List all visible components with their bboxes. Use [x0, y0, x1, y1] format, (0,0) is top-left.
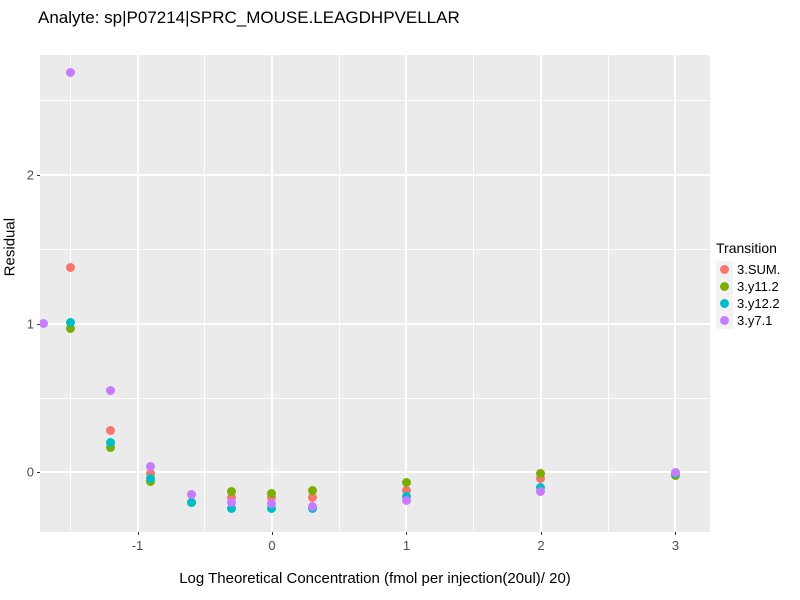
point-3.y12.2 — [65, 317, 75, 327]
gridline-x-major — [270, 55, 273, 532]
point-3.y7.1 — [106, 386, 116, 396]
gridline-y-minor — [40, 397, 710, 399]
y-tick-mark — [37, 174, 40, 176]
y-tick-mark — [37, 472, 40, 474]
point-3.y7.1 — [65, 67, 75, 77]
point-3.y7.1 — [536, 487, 546, 497]
point-3.y11.2 — [307, 485, 317, 495]
gridline-x-minor — [473, 55, 475, 532]
gridline-y-major — [40, 471, 710, 474]
point-3.y7.1 — [267, 499, 277, 509]
point-3.y12.2 — [146, 473, 156, 483]
point-3.y7.1 — [227, 497, 237, 507]
point-3.y12.2 — [186, 497, 196, 507]
gridline-x-major — [136, 55, 139, 532]
legend-title: Transition — [716, 240, 777, 256]
x-tick-mark — [540, 532, 542, 535]
legend-item-label: 3.y7.1 — [737, 313, 773, 328]
point-3.y11.2 — [536, 469, 546, 479]
x-tick-label: -1 — [131, 538, 144, 553]
legend-item-label: 3.y11.2 — [737, 279, 779, 294]
point-3.y7.1 — [401, 496, 411, 506]
legend-item-label: 3.SUM. — [737, 262, 781, 277]
x-tick-mark — [137, 532, 139, 535]
point-3.y11.2 — [267, 488, 277, 498]
y-tick-label: 2 — [26, 167, 34, 183]
point-3.y11.2 — [401, 478, 411, 488]
x-tick-label: 0 — [268, 538, 276, 553]
gridline-x-minor — [607, 55, 609, 532]
point-3.SUM. — [307, 493, 317, 503]
legend-item-label: 3.y12.2 — [737, 296, 780, 311]
x-tick-mark — [675, 532, 677, 535]
gridline-y-minor — [40, 248, 710, 250]
y-tick-mark — [37, 323, 40, 325]
legend-dot-icon — [720, 299, 729, 308]
point-3.SUM. — [536, 473, 546, 483]
legend-key — [716, 261, 733, 278]
y-axis-title: Residual — [1, 217, 19, 277]
legend-dot-icon — [720, 316, 729, 325]
chart-title: Analyte: sp|P07214|SPRC_MOUSE.LEAGDHPVEL… — [38, 8, 460, 27]
gridline-x-minor — [69, 55, 71, 532]
x-tick-label: 1 — [402, 538, 411, 553]
legend-key — [716, 278, 733, 295]
point-3.y12.2 — [106, 438, 116, 448]
point-3.y12.2 — [267, 503, 277, 513]
legend-key — [716, 312, 733, 329]
gridline-x-major — [674, 55, 677, 532]
x-tick-label: 2 — [537, 538, 545, 553]
legend-dot-icon — [720, 282, 729, 291]
point-3.y7.1 — [670, 467, 680, 477]
gridline-x-minor — [338, 55, 340, 532]
x-axis-title: Log Theoretical Concentration (fmol per … — [179, 570, 571, 587]
legend-item: 3.y7.1 — [716, 312, 780, 329]
gridline-x-major — [539, 55, 542, 532]
legend-key — [716, 295, 733, 312]
gridline-x-minor — [204, 55, 206, 532]
y-tick-label: 0 — [26, 464, 34, 480]
legend-items: 3.SUM. 3.y11.2 3.y12.2 3.y7.1 — [716, 261, 780, 329]
point-3.y11.2 — [65, 323, 75, 333]
x-tick-mark — [271, 532, 273, 535]
gridline-y-major — [40, 322, 710, 325]
point-3.SUM. — [106, 426, 116, 436]
legend-item: 3.SUM. — [716, 261, 780, 278]
x-tick-label: 3 — [671, 538, 680, 553]
legend-item: 3.y11.2 — [716, 278, 780, 295]
gridline-x-major — [405, 55, 408, 532]
point-3.y11.2 — [227, 487, 237, 497]
y-tick-label: 1 — [26, 316, 34, 332]
point-3.y11.2 — [106, 442, 116, 452]
x-tick-mark — [406, 532, 408, 535]
plot-panel — [40, 55, 710, 532]
point-3.y7.1 — [186, 490, 196, 500]
point-3.SUM. — [401, 485, 411, 495]
legend: Transition 3.SUM. 3.y11.2 3.y12.2 3.y7.1 — [716, 240, 780, 329]
point-3.y12.2 — [227, 503, 237, 513]
legend-item: 3.y12.2 — [716, 295, 780, 312]
gridline-y-major — [40, 173, 710, 176]
gridline-y-minor — [40, 99, 710, 101]
point-3.y7.1 — [40, 319, 48, 329]
point-3.y7.1 — [146, 462, 156, 471]
point-3.y7.1 — [307, 502, 317, 512]
legend-dot-icon — [720, 265, 729, 274]
point-3.SUM. — [65, 262, 75, 272]
